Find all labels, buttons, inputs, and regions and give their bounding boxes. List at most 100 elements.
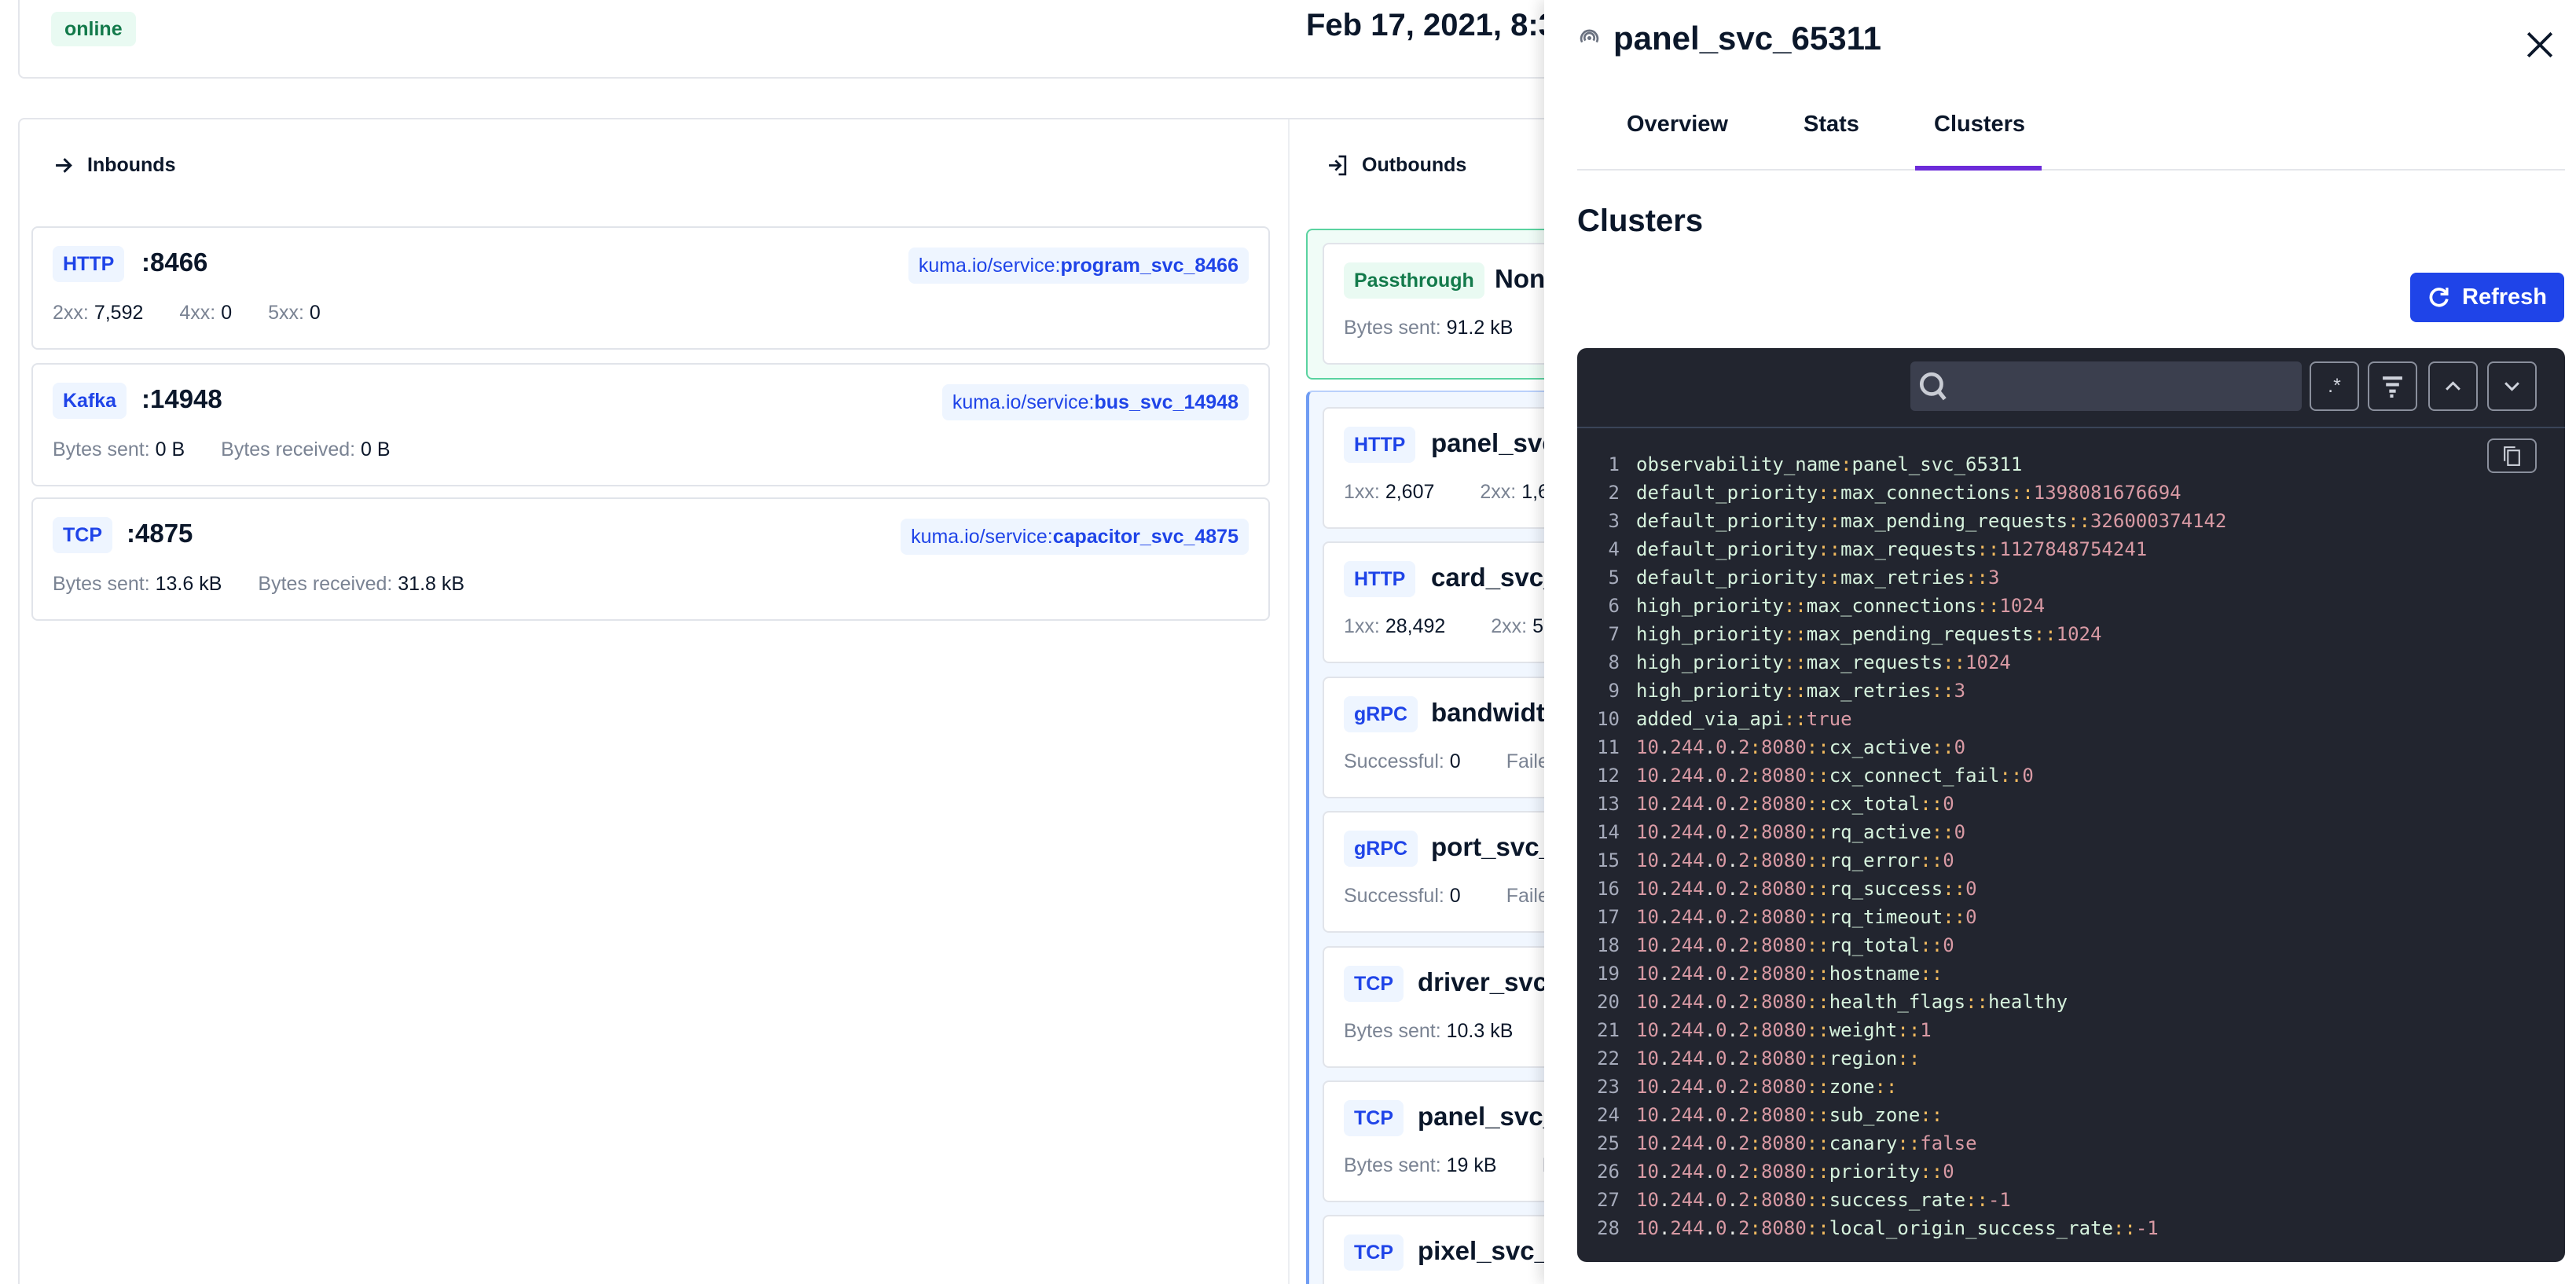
line-number: 11 (1597, 736, 1620, 758)
code-token: 2 (1738, 793, 1750, 815)
code-token: 0 (1715, 1189, 1727, 1211)
code-token: . (1704, 1076, 1716, 1098)
search-field[interactable] (1910, 361, 2302, 411)
protocol-badge: HTTP (1344, 427, 1416, 463)
code-line: 21 10.244.0.2:8080::weight::1 (1577, 1016, 1932, 1044)
code-token: . (1658, 793, 1671, 815)
code-line: 17 10.244.0.2:8080::rq_timeout::0 (1577, 903, 1976, 931)
code-text: 10.244.0.2:8080::region:: (1636, 1047, 1920, 1069)
service-tag[interactable]: kuma.io/service:program_svc_8466 (908, 248, 1249, 284)
code-token: :: (1943, 651, 1966, 673)
code-token: . (1658, 1019, 1671, 1041)
line-number: 13 (1597, 793, 1620, 815)
code-token: 8080 (1760, 1217, 1807, 1239)
code-token: 244 (1670, 963, 1704, 985)
code-token: : (1749, 1161, 1761, 1183)
previous-match-button[interactable] (2428, 361, 2478, 411)
code-token: 0 (1715, 878, 1727, 900)
code-token: 10 (1636, 1132, 1659, 1154)
code-token: : (1840, 453, 1852, 475)
code-token: . (1727, 991, 1739, 1013)
code-text: 10.244.0.2:8080::canary::false (1636, 1132, 1977, 1154)
code-text: 10.244.0.2:8080::rq_active::0 (1636, 821, 1965, 843)
code-token: :: (1874, 1076, 1898, 1098)
service-tag[interactable]: kuma.io/service:bus_svc_14948 (941, 384, 1249, 420)
code-token: :: (1931, 736, 1954, 758)
code-token: 10 (1636, 1161, 1659, 1183)
stat-value: 0 (1449, 750, 1461, 772)
code-token: :: (1943, 878, 1966, 900)
code-token: 2 (1738, 1132, 1750, 1154)
code-token: :: (1931, 680, 1954, 702)
stat-label: Bytes received: (258, 573, 393, 595)
stat: Successful: 0 (1344, 885, 1461, 908)
inbound-card[interactable]: TCP:4875 kuma.io/service:capacitor_svc_48… (31, 497, 1270, 621)
code-token: : (1749, 1104, 1761, 1126)
code-token: 2 (1738, 1161, 1750, 1183)
code-line: 2 default_priority::max_connections::1398… (1577, 479, 2182, 507)
code-token: 10 (1636, 991, 1659, 1013)
code-text: 10.244.0.2:8080::rq_error::0 (1636, 849, 1954, 871)
tag-key: kuma.io/service: (952, 391, 1095, 413)
inbound-card[interactable]: Kafka:14948 kuma.io/service:bus_svc_14948… (31, 363, 1270, 486)
close-icon[interactable] (2525, 30, 2555, 60)
code-token: 0 (1715, 793, 1727, 815)
code-token: :: (1897, 1019, 1921, 1041)
code-token: 2 (1738, 963, 1750, 985)
line-number: 5 (1608, 567, 1620, 589)
code-token: :: (1818, 482, 1841, 504)
code-line: 16 10.244.0.2:8080::rq_success::0 (1577, 875, 1976, 903)
code-token: :: (1806, 1076, 1829, 1098)
line-number: 27 (1597, 1189, 1620, 1211)
code-token: cx_active (1829, 736, 1932, 758)
stats-row: Successful: 0 Faile (1344, 885, 1549, 908)
code-token: . (1727, 1047, 1739, 1069)
code-token: 1127848754241 (1999, 538, 2148, 560)
stat: Bytes sent: 91.2 kB (1344, 317, 1513, 339)
code-token: . (1658, 821, 1671, 843)
code-token: . (1704, 821, 1716, 843)
stats-row: Bytes sent: 91.2 kB (1344, 317, 1513, 339)
code-token: : (1749, 878, 1761, 900)
search-input[interactable] (1956, 369, 2289, 404)
stat-label: Faile (1506, 885, 1549, 907)
code-token: : (1749, 793, 1761, 815)
code-token: :: (1999, 765, 2023, 787)
code-token: 10 (1636, 765, 1659, 787)
code-token: . (1658, 1161, 1671, 1183)
stats-row: 1xx: 2,607 2xx: 1,60 (1344, 481, 1560, 504)
refresh-button[interactable]: Refresh (2410, 273, 2564, 322)
service-tag[interactable]: kuma.io/service:capacitor_svc_4875 (901, 519, 1249, 555)
tab-overview[interactable]: Overview (1627, 112, 1728, 137)
code-token: high_priority (1636, 595, 1784, 617)
protocol-badge: TCP (1344, 1234, 1404, 1271)
line-number: 20 (1597, 991, 1620, 1013)
code-token: . (1704, 1189, 1716, 1211)
code-token: 0 (1943, 1161, 1954, 1183)
copy-button[interactable] (2487, 438, 2537, 473)
line-number: 18 (1597, 934, 1620, 956)
code-text: default_priority::max_retries::3 (1636, 567, 1999, 589)
regex-toggle[interactable]: .* (2310, 361, 2359, 411)
code-token: 3 (1954, 680, 1966, 702)
code-token: 2 (1738, 1019, 1750, 1041)
code-line: 22 10.244.0.2:8080::region:: (1577, 1044, 1920, 1073)
stat-value: 91.2 kB (1446, 317, 1514, 339)
code-text: 10.244.0.2:8080::priority::0 (1636, 1161, 1954, 1183)
code-token: :: (1806, 1217, 1829, 1239)
line-number: 19 (1597, 963, 1620, 985)
code-token: :: (1806, 736, 1829, 758)
filter-toggle[interactable] (2368, 361, 2417, 411)
tab-stats[interactable]: Stats (1804, 112, 1859, 137)
code-token: 0 (2022, 765, 2034, 787)
stat-value: 0 (309, 302, 321, 324)
tab-clusters[interactable]: Clusters (1934, 112, 2026, 137)
code-token: :: (1783, 708, 1807, 730)
next-match-button[interactable] (2487, 361, 2537, 411)
protocol-badge: TCP (53, 517, 112, 553)
code-text: high_priority::max_retries::3 (1636, 680, 1965, 702)
code-token: . (1658, 1047, 1671, 1069)
code-token: . (1658, 765, 1671, 787)
inbound-card[interactable]: HTTP:8466 kuma.io/service:program_svc_846… (31, 226, 1270, 350)
code-token: max_retries (1840, 567, 1966, 589)
